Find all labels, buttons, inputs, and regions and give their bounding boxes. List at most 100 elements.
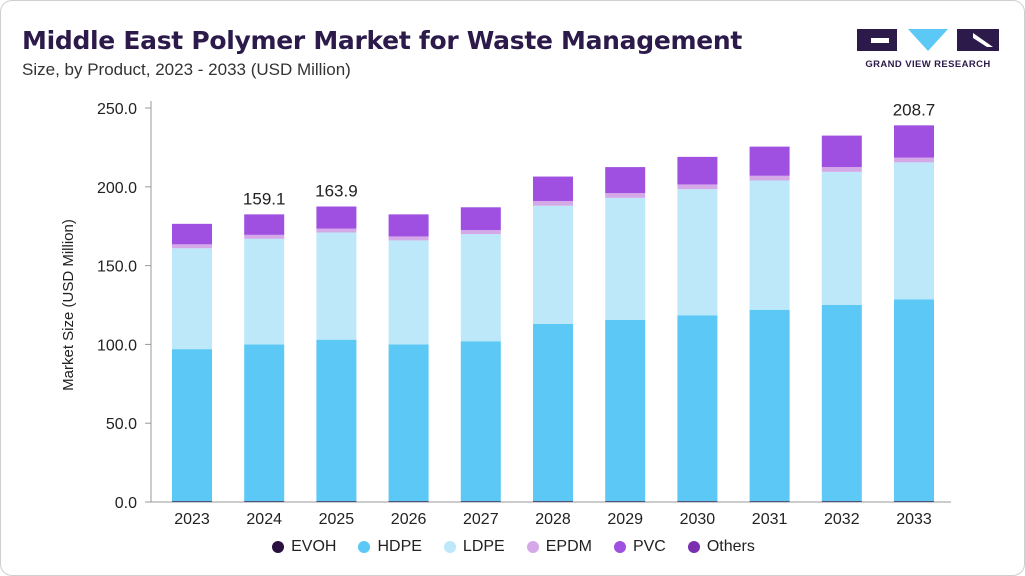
chart-subtitle: Size, by Product, 2023 - 2033 (USD Milli… xyxy=(22,60,351,79)
y-tick-label: 50.0 xyxy=(106,416,137,433)
bar-segment-ldpe xyxy=(460,234,501,342)
legend-item-hdpe: HDPE xyxy=(358,538,422,556)
legend-label: PVC xyxy=(632,538,666,555)
bar-segment-evoh xyxy=(244,501,285,502)
x-tick-label: 2031 xyxy=(752,511,788,528)
bar-segment-epdm xyxy=(244,234,285,239)
data-label: 163.9 xyxy=(315,182,358,201)
bar-segment-pvc xyxy=(749,146,790,176)
legend-item-others: Others xyxy=(687,538,755,556)
bar-segment-evoh xyxy=(533,501,573,502)
x-tick-label: 2028 xyxy=(535,511,571,528)
x-tick-label: 2024 xyxy=(246,511,282,528)
bar-segment-ldpe xyxy=(316,232,357,340)
bar-segment-evoh xyxy=(677,501,718,502)
bar-segment-evoh xyxy=(460,501,501,502)
bar-segment-epdm xyxy=(605,193,646,198)
bar-segment-epdm xyxy=(677,184,718,190)
bar-segment-hdpe xyxy=(316,339,357,502)
legend-swatch xyxy=(526,541,539,553)
y-tick-label: 150.0 xyxy=(97,259,137,276)
y-axis-label: Market Size (USD Million) xyxy=(60,219,77,391)
bar-segment-epdm xyxy=(894,157,934,163)
x-tick-label: 2023 xyxy=(174,511,210,528)
chart-title: Middle East Polymer Market for Waste Man… xyxy=(22,26,743,55)
bar-segment-pvc xyxy=(677,156,718,185)
x-tick-label: 2025 xyxy=(319,511,355,528)
bar-segment-epdm xyxy=(172,244,212,249)
bar-segment-hdpe xyxy=(460,341,501,502)
legend-swatch xyxy=(443,541,456,553)
bar-segment-pvc xyxy=(533,176,573,201)
bar-segment-ldpe xyxy=(388,240,429,345)
bar-segment-epdm xyxy=(460,230,501,235)
legend-swatch xyxy=(358,541,371,553)
y-tick-label: 0.0 xyxy=(115,495,137,512)
legend-label: EVOH xyxy=(291,538,337,555)
bar-segment-evoh xyxy=(894,501,934,502)
bar-segment-ldpe xyxy=(533,205,573,324)
legend-label: LDPE xyxy=(462,538,505,555)
bar-segment-ldpe xyxy=(244,238,285,345)
bar-segment-hdpe xyxy=(172,349,212,502)
legend-label: Others xyxy=(706,538,755,555)
bar-segment-pvc xyxy=(316,206,357,229)
y-tick-label: 250.0 xyxy=(97,101,137,118)
bar-segment-evoh xyxy=(605,501,646,502)
legend-label: EPDM xyxy=(545,538,592,555)
bar-segment-ldpe xyxy=(677,189,718,316)
legend-swatch xyxy=(613,541,626,553)
y-tick-label: 100.0 xyxy=(97,337,137,354)
y-tick-label: 200.0 xyxy=(97,180,137,197)
bar-segment-epdm xyxy=(316,228,357,233)
legend-item-epdm: EPDM xyxy=(526,538,592,556)
bar-segment-evoh xyxy=(172,501,212,502)
bar-segment-evoh xyxy=(316,501,357,502)
data-label: 208.7 xyxy=(893,100,936,119)
legend-swatch xyxy=(687,541,700,553)
bar-segment-epdm xyxy=(533,200,573,206)
bar-segment-hdpe xyxy=(821,305,862,502)
bar-segment-ldpe xyxy=(749,180,790,310)
bar-segment-hdpe xyxy=(894,299,934,502)
bar-segment-pvc xyxy=(605,167,646,194)
bar-segment-hdpe xyxy=(388,344,429,502)
gvr-logo-icon xyxy=(857,29,999,51)
bar-segment-epdm xyxy=(821,167,862,172)
bar-segment-pvc xyxy=(244,214,285,235)
legend-item-evoh: EVOH xyxy=(272,538,336,556)
chart-legend: EVOH HDPE LDPE EPDM PVC Others xyxy=(1,538,1024,556)
bar-segment-evoh xyxy=(388,501,429,502)
bar-segment-ldpe xyxy=(821,171,862,305)
brand-name: GRAND VIEW RESEARCH xyxy=(865,59,991,70)
bar-segment-ldpe xyxy=(605,197,646,320)
bar-segment-pvc xyxy=(894,125,934,158)
bar-segment-epdm xyxy=(749,175,790,181)
legend-item-pvc: PVC xyxy=(613,538,666,556)
bar-segment-hdpe xyxy=(677,315,718,502)
x-tick-label: 2027 xyxy=(463,511,499,528)
legend-swatch xyxy=(272,541,285,553)
data-label: 159.1 xyxy=(243,189,286,208)
legend-label: HDPE xyxy=(377,538,422,555)
bar-segment-hdpe xyxy=(533,323,573,502)
bar-segment-hdpe xyxy=(605,319,646,502)
bar-segment-pvc xyxy=(460,207,501,231)
bar-segment-pvc xyxy=(172,223,212,245)
bar-segment-ldpe xyxy=(894,162,934,300)
bar-segment-epdm xyxy=(388,236,429,241)
bar-segment-ldpe xyxy=(172,248,212,350)
x-tick-label: 2033 xyxy=(896,511,932,528)
legend-item-ldpe: LDPE xyxy=(443,538,505,556)
bar-segment-hdpe xyxy=(749,309,790,502)
x-tick-label: 2030 xyxy=(680,511,716,528)
x-tick-label: 2026 xyxy=(391,511,427,528)
bar-segment-pvc xyxy=(388,214,429,237)
bar-segment-hdpe xyxy=(244,344,285,502)
bar-segment-evoh xyxy=(749,501,790,502)
x-tick-label: 2029 xyxy=(607,511,643,528)
bar-segment-pvc xyxy=(821,135,862,168)
x-tick-label: 2032 xyxy=(824,511,860,528)
